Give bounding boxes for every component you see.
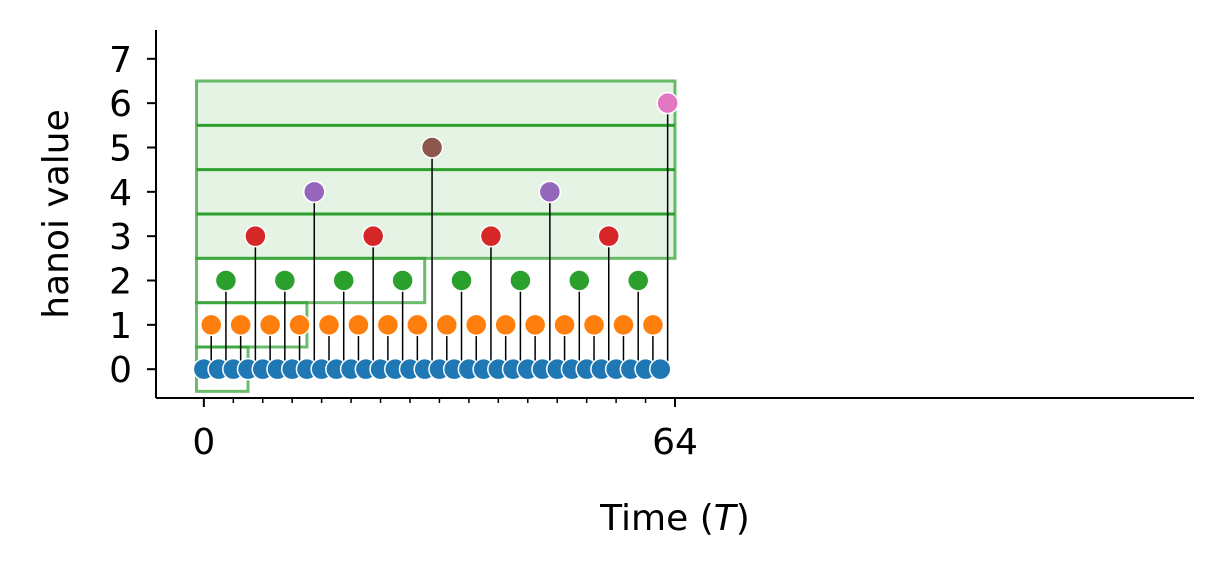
data-point-9 <box>258 313 282 337</box>
x-tick-label-1: 64 <box>652 422 698 463</box>
data-point-3 <box>214 269 238 292</box>
data-point-51 <box>568 269 591 292</box>
x-axis-label: Time (T) <box>599 498 750 539</box>
data-point-37 <box>464 313 488 337</box>
data-point-35 <box>450 269 473 292</box>
data-point-61 <box>641 313 665 337</box>
x-tick-label-0: 0 <box>192 422 215 463</box>
data-point-47 <box>538 180 562 204</box>
data-point-33 <box>435 313 459 337</box>
y-tick-label-1: 1 <box>109 306 132 347</box>
data-point-1 <box>199 313 223 337</box>
data-point-15 <box>303 180 326 204</box>
data-point-21 <box>347 313 370 337</box>
data-point-7 <box>244 224 267 248</box>
data-point-23 <box>361 224 385 248</box>
data-point-29 <box>406 313 429 337</box>
boxes-layer <box>194 79 677 393</box>
y-tick-label-2: 2 <box>109 262 132 303</box>
y-tick-label-4: 4 <box>109 173 132 214</box>
data-point-39 <box>479 224 503 248</box>
data-point-11 <box>273 269 297 292</box>
y-tick-label-7: 7 <box>109 40 132 81</box>
data-point-53 <box>582 313 606 337</box>
points-layer <box>192 91 679 381</box>
data-point-41 <box>494 313 517 337</box>
data-point-49 <box>553 313 576 337</box>
data-point-27 <box>391 269 414 292</box>
data-point-57 <box>612 313 635 337</box>
data-point-62 <box>649 357 672 381</box>
y-axis-label: hanoi value <box>36 109 77 319</box>
data-point-19 <box>332 269 355 292</box>
data-point-31 <box>420 136 444 159</box>
y-tick-label-6: 6 <box>109 84 132 125</box>
data-point-55 <box>597 224 620 248</box>
stems-layer <box>210 103 669 370</box>
data-point-63 <box>656 91 679 115</box>
y-tick-label-3: 3 <box>109 217 132 258</box>
y-tick-label-5: 5 <box>109 128 132 169</box>
data-point-45 <box>523 313 547 337</box>
y-tick-label-0: 0 <box>109 350 132 391</box>
data-point-25 <box>376 313 400 337</box>
data-point-43 <box>509 269 532 292</box>
data-point-5 <box>229 313 252 337</box>
data-point-13 <box>288 313 311 337</box>
data-point-17 <box>317 313 341 337</box>
data-point-59 <box>626 269 650 292</box>
